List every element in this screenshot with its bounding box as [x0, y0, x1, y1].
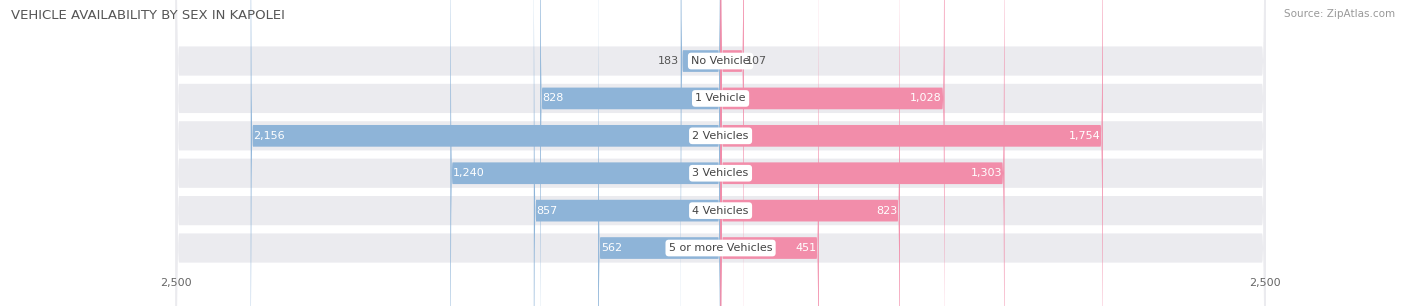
- Text: 1,240: 1,240: [453, 168, 485, 178]
- Text: 183: 183: [658, 56, 679, 66]
- FancyBboxPatch shape: [176, 0, 1265, 306]
- FancyBboxPatch shape: [681, 0, 721, 306]
- Text: VEHICLE AVAILABILITY BY SEX IN KAPOLEI: VEHICLE AVAILABILITY BY SEX IN KAPOLEI: [11, 9, 285, 22]
- Text: 857: 857: [537, 206, 558, 216]
- Text: 1 Vehicle: 1 Vehicle: [696, 93, 745, 103]
- FancyBboxPatch shape: [721, 0, 1102, 306]
- FancyBboxPatch shape: [721, 0, 1004, 306]
- Text: 1,028: 1,028: [910, 93, 942, 103]
- FancyBboxPatch shape: [250, 0, 721, 306]
- Text: 3 Vehicles: 3 Vehicles: [692, 168, 749, 178]
- FancyBboxPatch shape: [176, 0, 1265, 306]
- Text: No Vehicle: No Vehicle: [692, 56, 749, 66]
- Text: 451: 451: [796, 243, 817, 253]
- FancyBboxPatch shape: [534, 0, 721, 306]
- Text: 107: 107: [745, 56, 766, 66]
- Text: 1,303: 1,303: [970, 168, 1002, 178]
- FancyBboxPatch shape: [721, 0, 818, 306]
- Text: 828: 828: [543, 93, 564, 103]
- Text: 562: 562: [600, 243, 621, 253]
- FancyBboxPatch shape: [176, 0, 1265, 306]
- Text: 5 or more Vehicles: 5 or more Vehicles: [669, 243, 772, 253]
- Text: Source: ZipAtlas.com: Source: ZipAtlas.com: [1284, 9, 1395, 19]
- FancyBboxPatch shape: [176, 0, 1265, 306]
- FancyBboxPatch shape: [176, 0, 1265, 306]
- Text: 823: 823: [876, 206, 897, 216]
- Text: 2,156: 2,156: [253, 131, 285, 141]
- FancyBboxPatch shape: [721, 0, 744, 306]
- Text: 2 Vehicles: 2 Vehicles: [692, 131, 749, 141]
- FancyBboxPatch shape: [721, 0, 945, 306]
- Text: 1,754: 1,754: [1069, 131, 1101, 141]
- FancyBboxPatch shape: [540, 0, 721, 306]
- FancyBboxPatch shape: [721, 0, 900, 306]
- FancyBboxPatch shape: [598, 0, 721, 306]
- FancyBboxPatch shape: [176, 0, 1265, 306]
- Text: 4 Vehicles: 4 Vehicles: [692, 206, 749, 216]
- FancyBboxPatch shape: [450, 0, 721, 306]
